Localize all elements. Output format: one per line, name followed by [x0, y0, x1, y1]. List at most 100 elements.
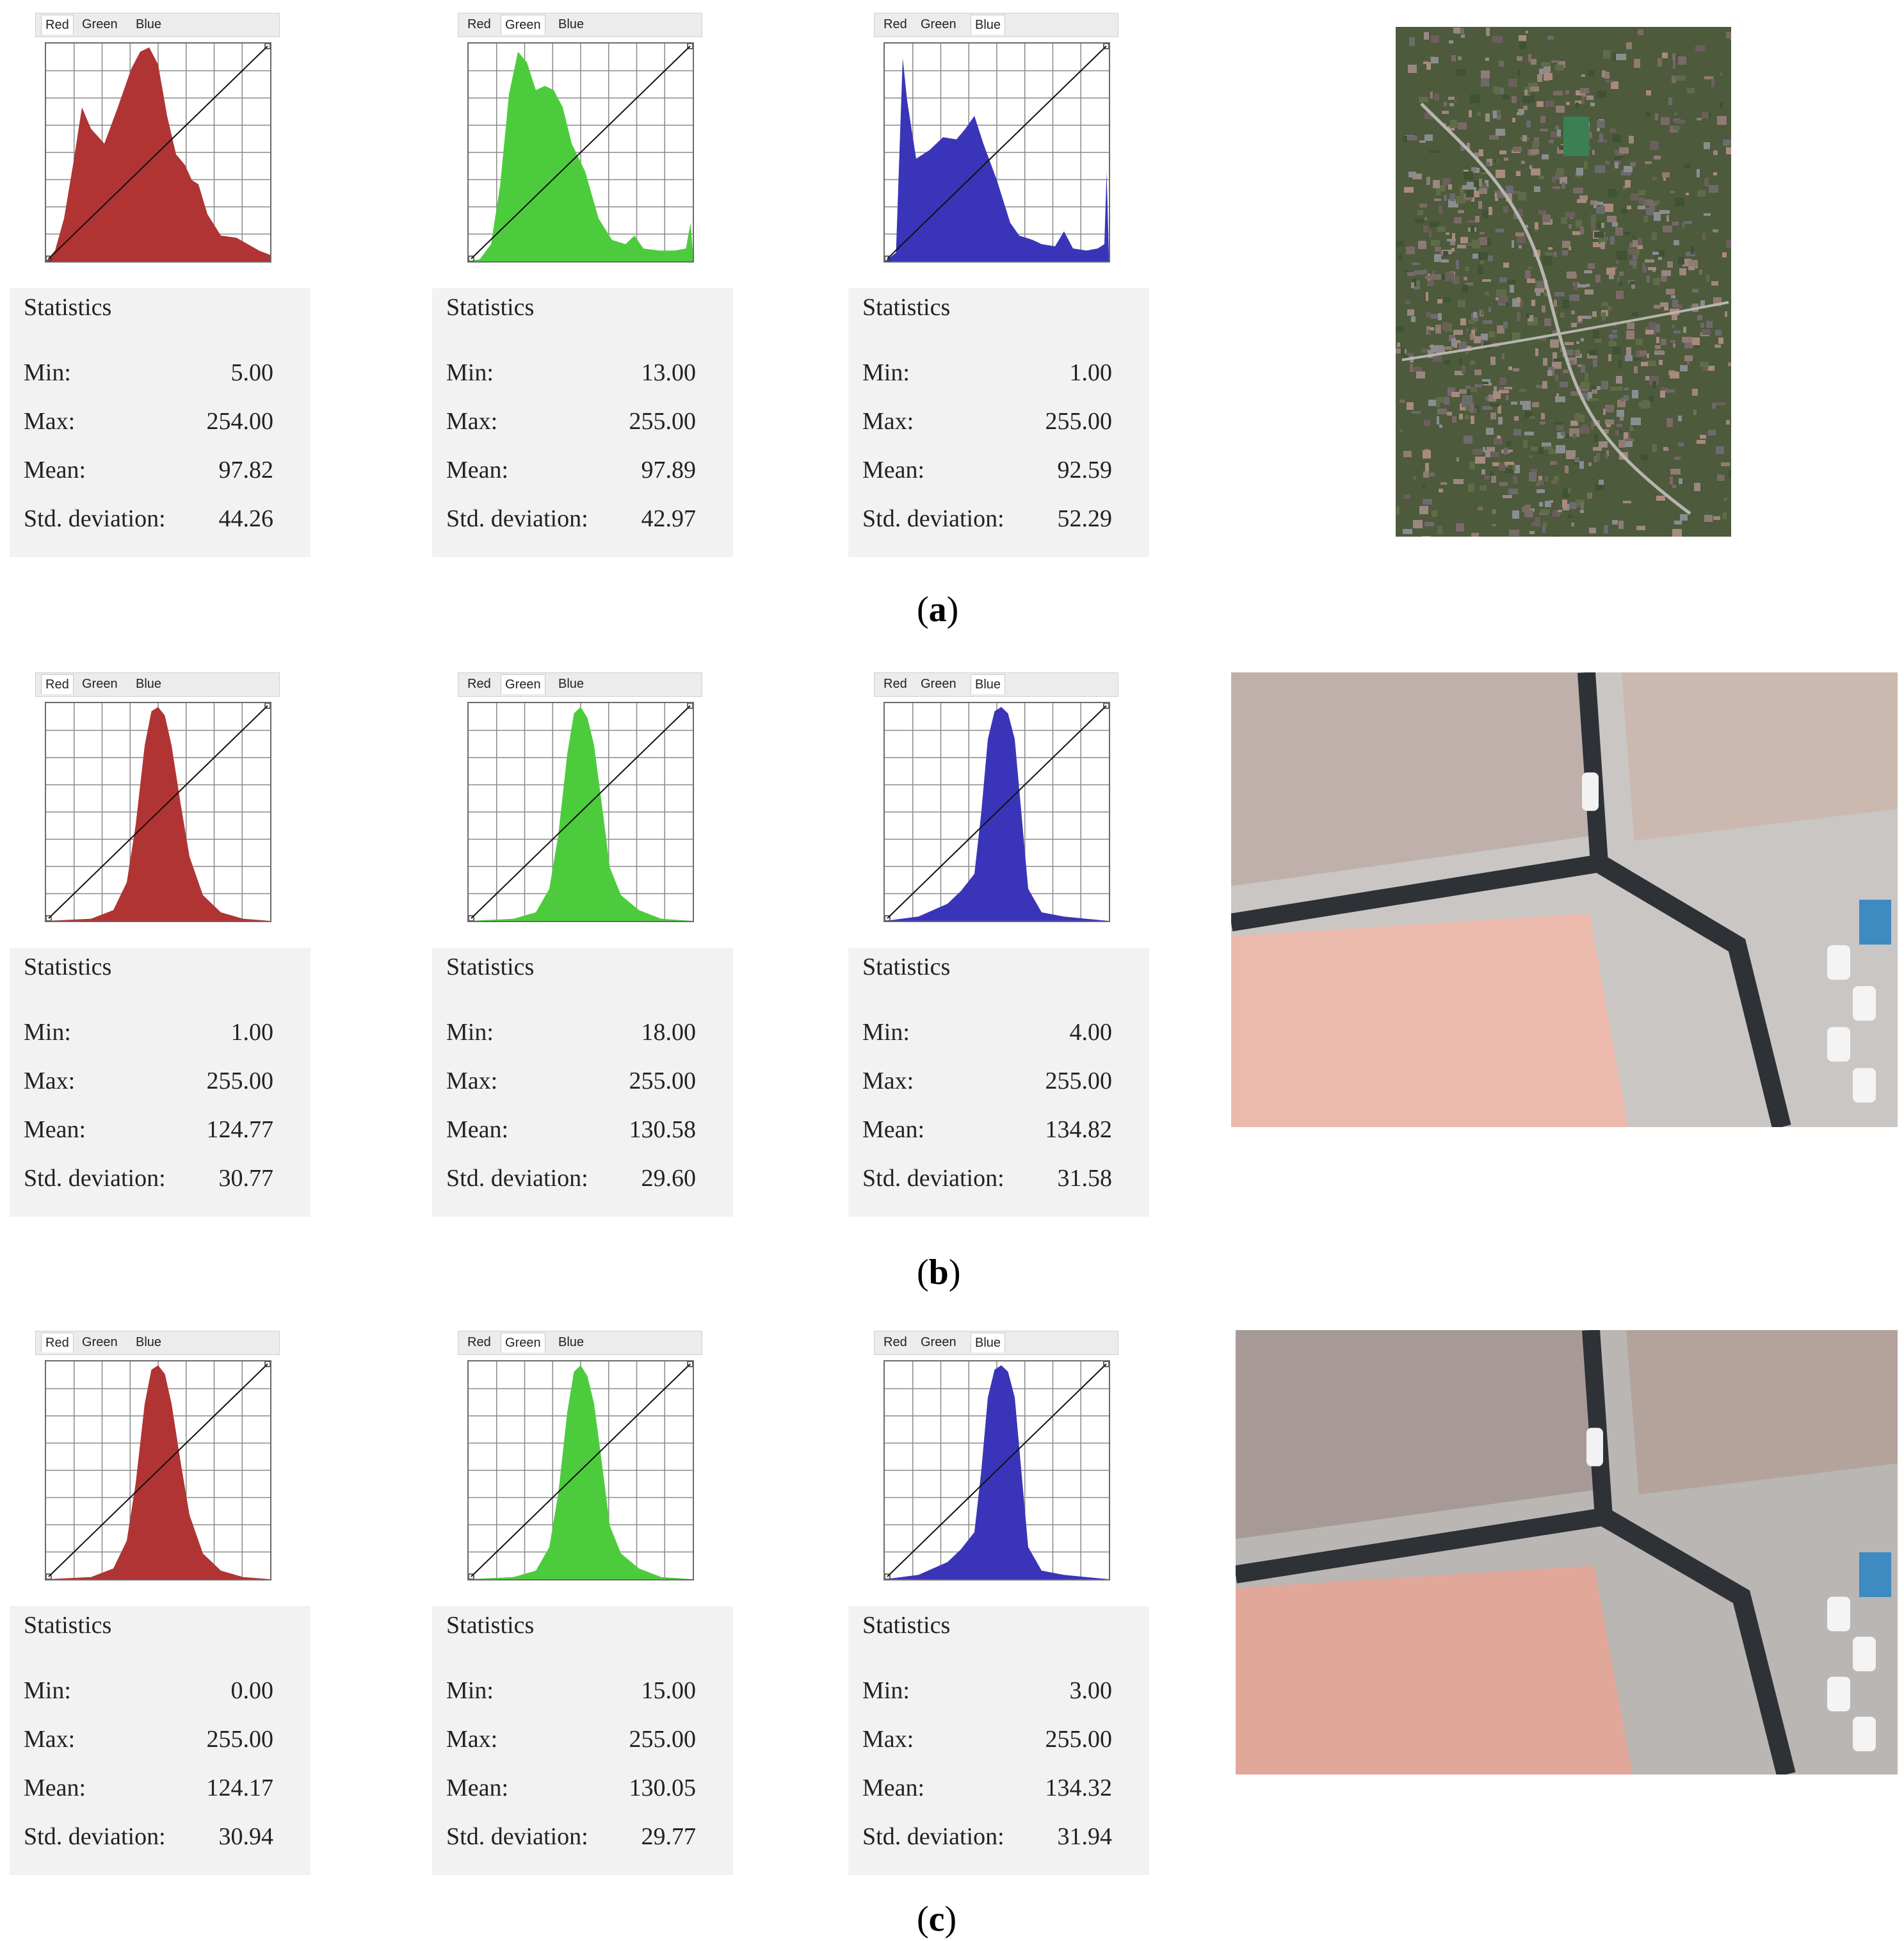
curve-handle-start[interactable] [469, 915, 474, 921]
channel-tabs: Red Green Blue [874, 672, 1118, 697]
tab-green[interactable]: Green [82, 17, 118, 31]
panel-caption: (c) [917, 1899, 956, 1940]
tab-red[interactable]: Red [883, 677, 907, 691]
channel-tabs: Red Green Blue [35, 1331, 280, 1355]
curve-handle-end[interactable] [264, 44, 270, 49]
building-patch [1631, 418, 1641, 425]
curve-handle-start[interactable] [469, 1573, 474, 1579]
curve-handle-start[interactable] [885, 256, 891, 261]
stat-value: 97.82 [218, 457, 274, 483]
tab-blue[interactable]: Blue [558, 677, 585, 691]
building-patch [1499, 150, 1506, 154]
curve-handle-end[interactable] [1103, 44, 1109, 49]
aerial-town-overview-image [1396, 27, 1731, 537]
histogram-panel-green: Red Green Blue Statistics Min: 13.00 Max: 255.0… [432, 13, 739, 564]
building-patch [1415, 219, 1424, 223]
stat-label: Max: [446, 1068, 498, 1094]
tab-red[interactable]: Red [883, 17, 907, 31]
tab-blue[interactable]: Blue [558, 17, 585, 31]
tab-green[interactable]: Green [82, 677, 118, 691]
tab-blue[interactable]: Blue [971, 674, 1006, 694]
building-patch [1624, 439, 1634, 441]
building-patch [1526, 31, 1528, 33]
histogram-area [46, 707, 270, 921]
building-patch [1545, 501, 1551, 507]
building-patch [1666, 289, 1675, 295]
building-patch [1618, 440, 1626, 448]
building-patch [1683, 327, 1686, 333]
building-patch [1471, 196, 1474, 202]
building-patch [1620, 156, 1624, 158]
curve-handle-end[interactable] [264, 1361, 270, 1367]
building-patch [1587, 132, 1592, 138]
tab-red[interactable]: Red [883, 1335, 907, 1349]
tab-green[interactable]: Green [501, 15, 545, 35]
tab-blue[interactable]: Blue [558, 1335, 585, 1349]
tab-green[interactable]: Green [501, 674, 545, 694]
curve-handle-end[interactable] [264, 703, 270, 709]
building-patch [1674, 330, 1681, 334]
building-patch [1506, 193, 1512, 202]
tab-blue[interactable]: Blue [136, 1335, 162, 1349]
histogram-plot [46, 1361, 270, 1579]
stat-label: Max: [862, 408, 914, 435]
tab-green[interactable]: Green [921, 677, 956, 691]
tab-red[interactable]: Red [41, 1333, 74, 1352]
stat-row-min: Min: 15.00 [446, 1677, 696, 1709]
building-patch [1646, 207, 1654, 215]
curve-handle-start[interactable] [469, 256, 474, 261]
curve-handle-end[interactable] [687, 1361, 693, 1367]
building-patch [1697, 190, 1706, 197]
curve-handle-start[interactable] [885, 915, 891, 921]
building-patch [1524, 90, 1528, 95]
stat-row-mean: Mean: 97.82 [24, 456, 273, 488]
histogram-area [885, 58, 1109, 261]
curve-handle-end[interactable] [1103, 1361, 1109, 1367]
building-patch [1577, 414, 1585, 422]
building-patch [1502, 353, 1505, 359]
tab-blue[interactable]: Blue [136, 17, 162, 31]
curve-handle-end[interactable] [687, 44, 693, 49]
building-patch [1716, 402, 1725, 405]
building-patch [1551, 60, 1560, 63]
tab-red[interactable]: Red [41, 674, 74, 694]
building-patch [1537, 489, 1545, 493]
tab-green[interactable]: Green [501, 1333, 545, 1352]
stat-row-max: Max: 255.00 [446, 1725, 696, 1757]
building-patch [1597, 222, 1601, 229]
tab-red[interactable]: Red [467, 17, 491, 31]
tab-green[interactable]: Green [82, 1335, 118, 1349]
tab-red[interactable]: Red [467, 1335, 491, 1349]
building-patch [1499, 377, 1506, 385]
building-patch [1666, 418, 1673, 427]
building-patch [1613, 134, 1621, 143]
curve-handle-start[interactable] [46, 256, 52, 261]
tab-blue[interactable]: Blue [971, 15, 1006, 35]
building-patch [1460, 237, 1468, 243]
building-patch [1594, 456, 1597, 462]
car [1853, 1716, 1876, 1751]
building-patch [1517, 313, 1521, 321]
building-patch [1629, 426, 1634, 431]
building-patch [1693, 410, 1697, 415]
statistics-heading: Statistics [862, 294, 951, 321]
building-patch [1606, 268, 1615, 275]
curve-handle-end[interactable] [1103, 703, 1109, 709]
building-patch [1475, 216, 1480, 222]
tab-red[interactable]: Red [467, 677, 491, 691]
building-patch [1661, 117, 1670, 125]
building-patch [1634, 366, 1638, 373]
curve-handle-start[interactable] [885, 1573, 891, 1579]
tab-green[interactable]: Green [921, 1335, 956, 1349]
tab-blue[interactable]: Blue [136, 677, 162, 691]
curve-handle-start[interactable] [46, 1573, 52, 1579]
building-patch [1553, 352, 1557, 361]
building-patch [1504, 158, 1508, 161]
curve-handle-start[interactable] [46, 915, 52, 921]
building-patch [1611, 81, 1618, 89]
curve-handle-end[interactable] [687, 703, 693, 709]
building-patch [1594, 339, 1602, 343]
tab-red[interactable]: Red [41, 15, 74, 35]
tab-blue[interactable]: Blue [971, 1333, 1006, 1352]
tab-green[interactable]: Green [921, 17, 956, 31]
